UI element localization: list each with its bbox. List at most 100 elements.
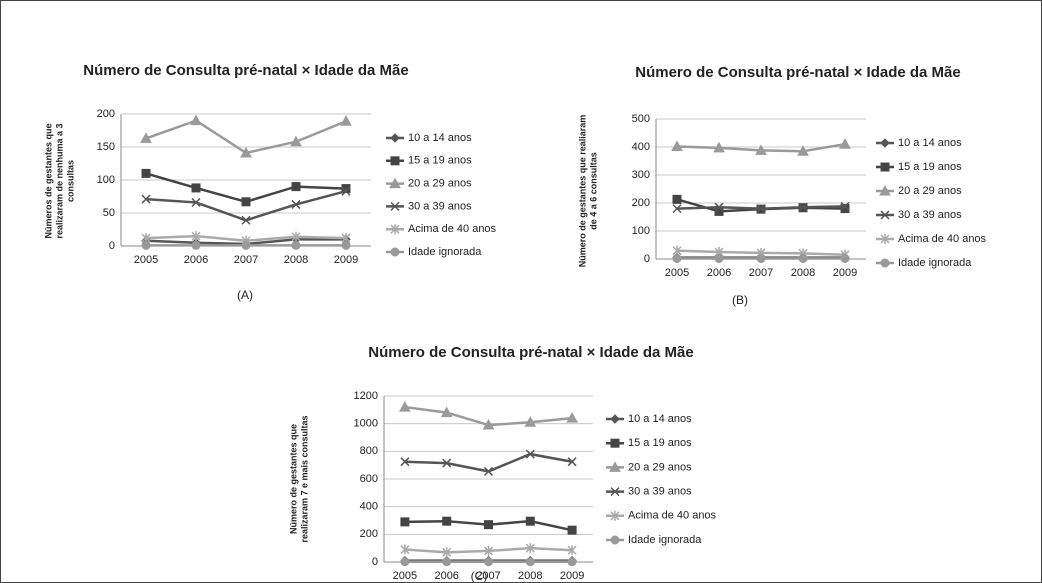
marker [755, 144, 767, 155]
x-tick-label: 2008 [791, 267, 815, 279]
marker [241, 215, 251, 225]
y-axis-label: Números de gestantes que [43, 123, 53, 238]
y-axis-label: realizaram 7 e mais consultas [299, 415, 309, 542]
marker [390, 201, 400, 211]
marker [341, 184, 351, 194]
marker [756, 204, 766, 214]
legend-label: 10 a 14 anos [898, 137, 962, 149]
marker [671, 140, 683, 151]
y-axis-label: Número de gestantes que [288, 424, 298, 534]
chart: Número de Consulta pré-natal × Idade da … [577, 64, 986, 307]
chart: Número de Consulta pré-natal × Idade da … [43, 62, 496, 302]
chart-title: Número de Consulta pré-natal × Idade da … [83, 62, 409, 79]
legend-label: 10 a 14 anos [628, 413, 692, 425]
marker [672, 204, 682, 214]
marker [191, 197, 201, 207]
marker [390, 133, 400, 143]
marker [756, 253, 766, 263]
marker [442, 557, 452, 567]
marker [880, 234, 890, 244]
marker [484, 520, 493, 530]
marker [291, 240, 301, 250]
y-tick-label: 200 [97, 108, 115, 120]
y-tick-label: 50 [103, 207, 115, 219]
marker [399, 401, 411, 412]
y-tick-label: 200 [632, 197, 650, 209]
marker [525, 543, 535, 554]
marker [484, 557, 493, 567]
marker [610, 438, 620, 448]
marker [714, 206, 724, 216]
marker [140, 132, 152, 143]
marker [341, 186, 351, 196]
marker [672, 194, 682, 204]
marker [672, 245, 682, 256]
legend-label: Idade ignorada [898, 257, 972, 269]
marker [798, 253, 808, 263]
marker [240, 146, 252, 158]
marker [610, 510, 620, 521]
chart-caption: (B) [732, 293, 748, 307]
y-tick-label: 0 [109, 240, 115, 252]
chart-title: Número de Consulta pré-natal × Idade da … [368, 344, 694, 361]
marker [290, 135, 302, 147]
chart-title: Número de Consulta pré-natal × Idade da … [635, 64, 961, 81]
marker [141, 168, 151, 178]
legend-label: Idade ignorada [408, 246, 482, 258]
marker [442, 516, 452, 526]
marker [241, 197, 251, 207]
y-axis-label: realizaram de nenhuma a 3 [54, 123, 64, 238]
marker [525, 449, 535, 459]
marker [400, 544, 410, 555]
y-tick-label: 800 [360, 445, 378, 457]
y-tick-label: 1000 [354, 418, 378, 430]
marker [291, 182, 301, 192]
marker [390, 156, 400, 166]
marker [483, 466, 494, 476]
marker [291, 199, 301, 209]
legend-label: 20 a 29 anos [408, 178, 472, 190]
marker [610, 535, 620, 545]
marker [713, 141, 725, 153]
legend-label: 30 a 39 anos [408, 200, 472, 212]
y-tick-label: 300 [632, 169, 650, 181]
marker [340, 115, 352, 126]
y-tick-label: 0 [644, 253, 650, 265]
marker [400, 457, 410, 467]
marker [341, 240, 351, 250]
marker [610, 414, 620, 424]
marker [191, 240, 201, 250]
marker [191, 231, 201, 242]
legend-label: 10 a 14 anos [408, 132, 472, 144]
marker [840, 201, 850, 211]
y-tick-label: 100 [97, 174, 115, 186]
marker [567, 457, 577, 467]
marker [567, 545, 577, 556]
legend-label: 15 a 19 anos [408, 155, 472, 167]
legend-label: 15 a 19 anos [898, 161, 962, 173]
marker [141, 240, 151, 250]
y-tick-label: 200 [360, 528, 378, 540]
marker [400, 517, 410, 527]
chart: Número de Consulta pré-natal × Idade da … [288, 344, 716, 582]
y-tick-label: 150 [97, 141, 115, 153]
chart-caption: (C) [471, 569, 488, 582]
legend-label: 30 a 39 anos [628, 486, 692, 498]
marker [483, 545, 494, 556]
marker [190, 114, 202, 126]
y-axis-label: consultas [65, 160, 75, 202]
x-tick-label: 2009 [833, 267, 857, 279]
legend-label: 30 a 39 anos [898, 209, 962, 221]
legend-label: 20 a 29 anos [628, 461, 692, 473]
y-tick-label: 400 [632, 141, 650, 153]
x-tick-label: 2009 [334, 254, 358, 266]
x-tick-label: 2005 [665, 267, 689, 279]
marker [567, 525, 577, 535]
marker [672, 253, 682, 263]
marker [389, 177, 401, 189]
marker [390, 224, 400, 235]
marker [525, 516, 535, 526]
marker [390, 247, 400, 257]
series-line [404, 452, 573, 473]
